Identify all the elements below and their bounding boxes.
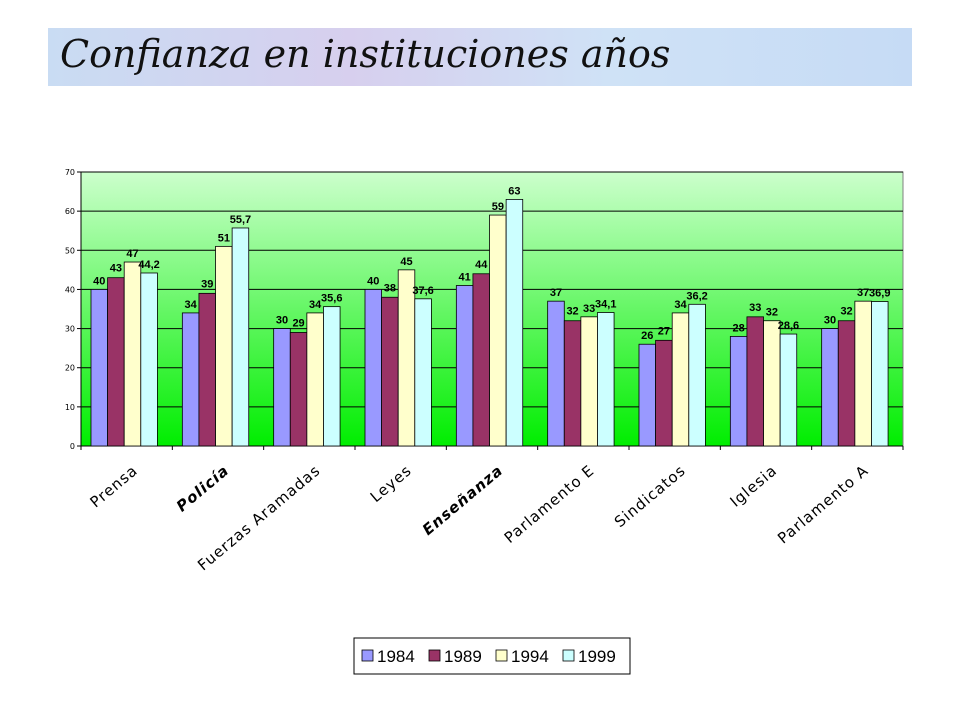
data-label: 37 [550,287,562,299]
bar-1984-8 [729,335,748,447]
data-label: 38 [384,282,396,294]
data-label: 41 [459,272,471,284]
bar-1989-7 [655,339,673,447]
data-label: 43 [110,263,122,275]
bar-1994-3 [306,312,324,447]
y-tick-label: 30 [65,325,75,334]
data-label: 28,6 [778,320,799,332]
data-label: 29 [292,317,304,329]
bar-1984-3 [273,328,291,447]
bar-1994-2 [215,245,233,447]
data-label: 47 [126,248,138,260]
bar-1999-1 [140,272,158,447]
bar-1984-9 [821,328,839,447]
data-label: 34,1 [595,299,616,311]
bar-1989-3 [289,332,308,447]
data-label: 34 [185,299,198,311]
bar-1994-5 [489,214,507,447]
bar-1984-4 [364,289,383,447]
y-tick-label: 70 [65,168,75,177]
bar-1984-1 [90,289,109,447]
data-label: 55,7 [230,214,251,226]
category-label: Parlamento E [501,461,598,547]
y-tick-label: 20 [65,364,75,373]
data-label: 37,6 [412,285,433,297]
legend-swatch-1989 [428,649,441,662]
data-label: 32 [840,306,852,318]
bar-1999-2 [231,227,250,447]
data-label: 59 [492,201,504,213]
bar-1999-4 [414,298,432,447]
data-label: 33 [583,303,595,315]
category-label: Parlamento A [774,461,872,547]
bar-1984-7 [638,343,657,447]
data-label: 35,6 [321,293,342,305]
legend-swatch-1999 [562,649,575,662]
data-label: 45 [400,256,412,268]
bar-1999-3 [323,306,341,447]
bar-1994-6 [580,316,598,447]
data-label: 34 [674,299,687,311]
bar-1989-1 [107,277,125,447]
bar-1989-4 [381,296,399,447]
data-label: 44,2 [138,259,159,271]
legend-label-1999: 1999 [578,647,616,666]
category-label: Iglesia [726,461,780,510]
category-label: Enseñanza [419,461,507,539]
data-label: 32 [766,307,778,319]
bar-1999-6 [597,312,615,447]
bar-1989-8 [746,316,764,447]
data-label: 51 [218,232,230,244]
category-label: Prensa [86,461,141,511]
data-label: 40 [367,275,379,287]
bar-1999-5 [505,198,524,447]
bar-1999-7 [688,303,706,447]
bar-1989-2 [198,292,216,447]
y-tick-label: 60 [65,207,75,216]
legend-label-1994: 1994 [511,647,549,666]
data-label: 37 [857,287,869,299]
category-label: Policía [173,461,233,515]
page-title: Confianza en instituciones años [60,32,671,76]
data-label: 30 [276,315,288,327]
data-label: 28 [733,322,745,334]
bar-1999-8 [779,333,798,447]
bar-1989-5 [472,273,490,447]
y-tick-label: 50 [65,246,75,255]
title-band: Confianza en instituciones años [48,28,912,86]
bar-1989-6 [563,320,582,447]
legend [353,637,631,675]
data-label: 26 [641,330,653,342]
category-label: Leyes [367,461,416,506]
data-label: 63 [508,185,520,197]
bar-1999-9 [871,301,889,447]
bar-1984-2 [181,312,200,447]
category-label: Sindicatos [611,461,689,531]
legend-label-1989: 1989 [444,647,482,666]
data-label: 33 [749,302,761,314]
data-label: 40 [93,275,105,287]
data-label: 39 [201,278,213,290]
bar-1994-7 [671,312,690,447]
bar-1994-1 [123,261,142,447]
legend-swatch-1994 [495,649,508,662]
data-label: 36,9 [869,288,890,300]
y-tick-label: 0 [70,442,75,451]
bar-1984-6 [547,300,565,447]
data-label: 30 [824,315,836,327]
bar-1984-5 [455,285,474,447]
data-label: 44 [475,259,488,271]
legend-label-1984: 1984 [377,647,415,666]
data-label: 34 [309,299,322,311]
bar-1994-9 [854,300,872,447]
y-tick-label: 10 [65,403,75,412]
data-label: 36,2 [686,290,707,302]
data-label: 27 [658,325,670,337]
bar-1994-8 [763,320,781,447]
bar-1989-9 [837,320,856,447]
data-label: 32 [566,306,578,318]
y-tick-label: 40 [65,285,75,294]
legend-swatch-1984 [361,649,374,662]
